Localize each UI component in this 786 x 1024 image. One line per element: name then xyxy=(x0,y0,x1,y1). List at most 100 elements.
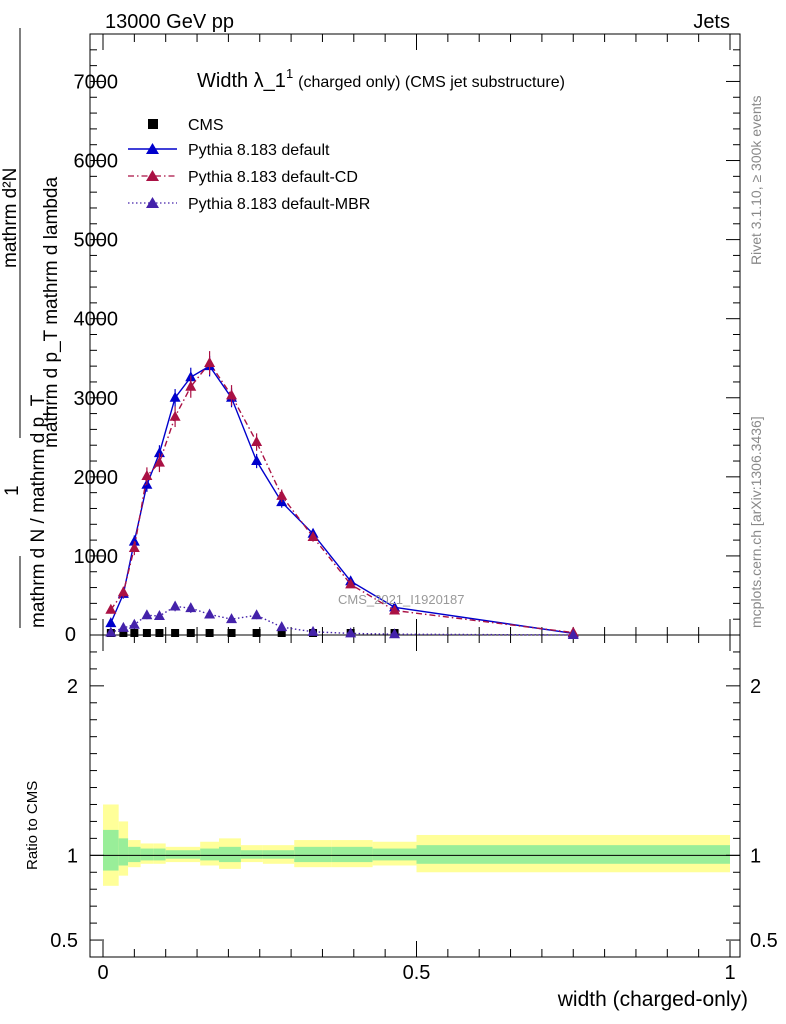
main-y-tick-label: 4000 xyxy=(74,309,119,331)
header-energy: 13000 GeV pp xyxy=(105,11,234,33)
legend-marker-cms xyxy=(148,119,158,129)
legend-label-mbr: Pythia 8.183 default-MBR xyxy=(188,196,370,213)
series-layer xyxy=(105,351,579,639)
series-marker xyxy=(276,489,288,500)
legend-label-cd: Pythia 8.183 default-CD xyxy=(188,169,358,186)
series-marker xyxy=(185,602,197,613)
legend-label-default: Pythia 8.183 default xyxy=(188,142,330,159)
legend-marker-cd xyxy=(146,170,159,181)
series-marker xyxy=(226,613,238,624)
series-marker xyxy=(345,627,357,638)
legend-marker-mbr xyxy=(146,197,159,208)
ratio-band-inner xyxy=(218,846,241,863)
ratio-y-tick-label-right: 1 xyxy=(750,845,761,867)
series-marker xyxy=(141,470,153,481)
header-jets: Jets xyxy=(693,11,730,33)
main-y-zero-label: 0 xyxy=(65,624,76,646)
ratio-band-inner xyxy=(416,845,730,864)
series-marker xyxy=(389,628,401,639)
ratio-band-inner xyxy=(128,846,141,863)
cms-data-point xyxy=(142,629,151,637)
ratio-band-inner xyxy=(184,850,201,859)
main-y-tick-label: 3000 xyxy=(74,388,119,410)
series-marker xyxy=(128,542,140,553)
ratio-band-inner xyxy=(331,846,373,863)
ratio-y-tick-label: 2 xyxy=(67,676,78,698)
ratio-band-inner xyxy=(153,848,166,861)
series-marker xyxy=(251,609,263,620)
ratio-axes: 0.5 0.5 1 1 2 2 0 0.5 1 xyxy=(50,635,778,984)
cms-data-point xyxy=(277,629,286,637)
ratio-band-inner xyxy=(262,850,295,859)
y-axis-label: mathrm d N / mathrm d p_T 1 mathrm d p_T… xyxy=(0,28,62,628)
ratio-y-tick-label: 0.5 xyxy=(50,930,78,952)
series-marker xyxy=(117,586,129,597)
x-axis-label: width (charged-only) xyxy=(557,988,748,1011)
cms-data-point xyxy=(171,629,180,637)
series-marker xyxy=(204,356,216,367)
series-marker xyxy=(153,456,165,467)
series-marker xyxy=(105,603,117,614)
cms-data-point xyxy=(227,629,236,637)
ratio-band-inner xyxy=(240,850,263,859)
cms-data-point xyxy=(155,629,164,637)
series-marker xyxy=(169,600,181,611)
ratio-x-tick-label: 0 xyxy=(97,962,108,984)
series-marker xyxy=(307,625,319,636)
plot-title-sub: (charged only) (CMS jet substructure) xyxy=(298,74,565,91)
series-marker xyxy=(153,610,165,621)
series-marker xyxy=(567,629,579,639)
series-marker xyxy=(389,604,401,615)
cms-data-point xyxy=(119,629,128,637)
series-marker xyxy=(251,455,263,466)
ratio-band-inner xyxy=(103,829,119,871)
legend: CMS Pythia 8.183 default Pythia 8.183 de… xyxy=(128,117,370,213)
cms-data-point xyxy=(186,629,195,637)
series-line-3 xyxy=(110,605,574,636)
series-marker xyxy=(128,618,140,629)
series-marker xyxy=(185,380,197,391)
series-marker xyxy=(105,626,117,637)
series-marker xyxy=(251,436,263,447)
ratio-band-inner xyxy=(294,846,332,863)
main-y-tick-label: 2000 xyxy=(74,467,119,489)
rivet-label: Rivet 3.1.10, ≥ 300k events xyxy=(748,95,764,265)
ratio-band-inner xyxy=(118,838,129,866)
y-label-one: 1 xyxy=(2,485,23,496)
series-marker xyxy=(169,391,181,402)
plot-title: Width λ_11 (charged only) (CMS jet substr… xyxy=(197,66,565,92)
ratio-band-inner xyxy=(200,848,219,861)
series-marker xyxy=(169,410,181,421)
main-y-tick-label: 7000 xyxy=(74,71,119,93)
series-marker xyxy=(276,621,288,632)
series-marker xyxy=(345,578,357,589)
main-y-tick-label: 1000 xyxy=(74,546,119,568)
ratio-x-tick-label: 1 xyxy=(724,962,735,984)
ratio-y-tick-label-right: 2 xyxy=(750,676,761,698)
legend-marker-default xyxy=(146,143,159,154)
ratio-y-tick-label: 1 xyxy=(67,845,78,867)
series-marker xyxy=(105,617,117,628)
cms-data-point xyxy=(252,629,261,637)
series-marker xyxy=(204,608,216,619)
ratio-band-inner xyxy=(140,848,154,861)
mcplots-label: mcplots.cern.ch [arXiv:1306.3436] xyxy=(748,416,764,628)
y-label-line1: mathrm d²N xyxy=(0,168,21,268)
analysis-watermark: CMS_2021_I1920187 xyxy=(338,592,465,607)
ratio-x-tick-label: 0.5 xyxy=(403,962,431,984)
main-axes: 1000 2000 3000 4000 5000 6000 7000 0 xyxy=(65,34,740,646)
legend-label-cms: CMS xyxy=(188,117,224,134)
main-y-tick-label: 5000 xyxy=(74,230,119,252)
series-marker xyxy=(307,530,319,541)
cms-data-point xyxy=(205,629,214,637)
series-marker xyxy=(226,389,238,400)
main-y-tick-label: 6000 xyxy=(74,151,119,173)
plot-title-sup: 1 xyxy=(286,66,293,81)
plot-title-main: Width λ_1 xyxy=(197,70,286,92)
ratio-band-inner xyxy=(372,848,417,861)
cms-data-point xyxy=(130,629,139,637)
y-label-line3: mathrm d N / mathrm d p_T xyxy=(28,394,49,628)
series-marker xyxy=(141,609,153,620)
ratio-band-inner xyxy=(165,850,185,859)
